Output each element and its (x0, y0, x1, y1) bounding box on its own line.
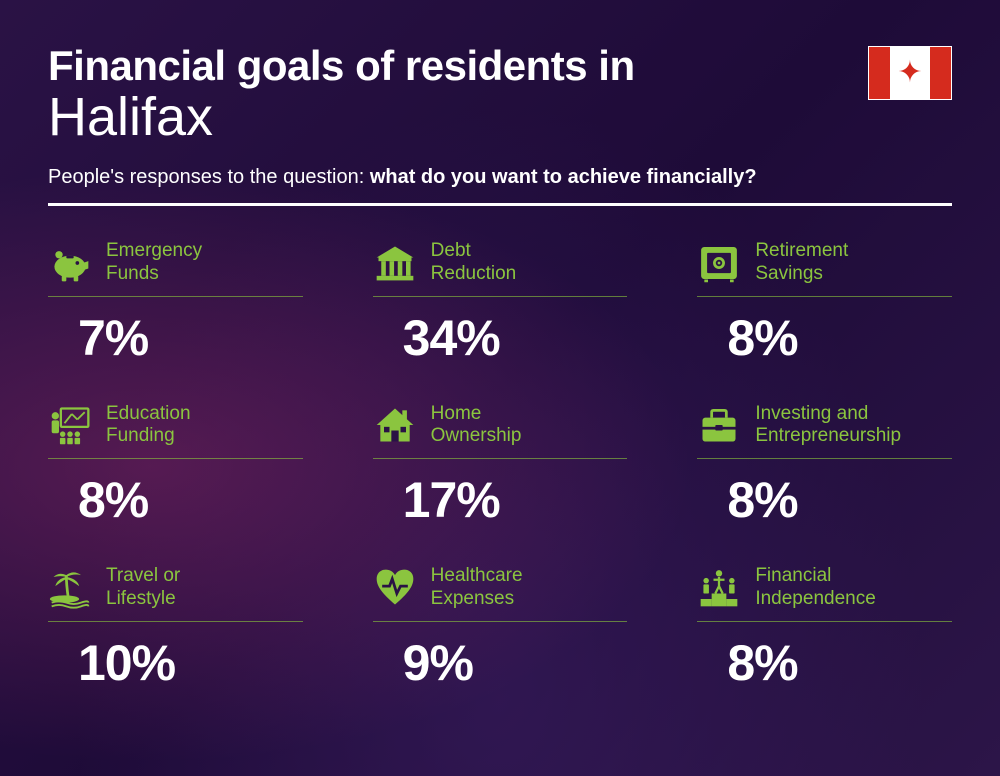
stat-healthcare-expenses: HealthcareExpenses 9% (373, 565, 628, 692)
subtitle: People's responses to the question: what… (48, 166, 952, 189)
stat-value: 8% (697, 471, 952, 529)
subtitle-prefix: People's responses to the question: (48, 166, 370, 188)
stat-financial-independence: FinancialIndependence 8% (697, 565, 952, 692)
stat-travel-lifestyle: Travel orLifestyle 10% (48, 565, 303, 692)
stat-value: 8% (48, 471, 303, 529)
house-icon (373, 403, 417, 447)
bank-icon (373, 241, 417, 285)
stat-label: EducationFunding (106, 403, 191, 449)
podium-icon (697, 566, 741, 610)
presentation-icon (48, 403, 92, 447)
stat-label: FinancialIndependence (755, 565, 875, 611)
stat-value: 17% (373, 471, 628, 529)
heart-pulse-icon (373, 566, 417, 610)
stat-retirement-savings: RetirementSavings 8% (697, 240, 952, 367)
title-line-1: Financial goals of residents in (48, 42, 952, 90)
briefcase-icon (697, 403, 741, 447)
stat-investing-entrepreneurship: Investing andEntrepreneurship 8% (697, 403, 952, 530)
title-line-2: Halifax (48, 86, 952, 148)
stat-emergency-funds: EmergencyFunds 7% (48, 240, 303, 367)
stat-home-ownership: HomeOwnership 17% (373, 403, 628, 530)
stat-label: HomeOwnership (431, 403, 522, 449)
stat-value: 9% (373, 634, 628, 692)
stat-label: HealthcareExpenses (431, 565, 523, 611)
stat-value: 8% (697, 309, 952, 367)
canada-flag-icon: ✦ (868, 46, 952, 100)
stat-education-funding: EducationFunding 8% (48, 403, 303, 530)
safe-icon (697, 241, 741, 285)
stat-value: 10% (48, 634, 303, 692)
stat-debt-reduction: DebtReduction 34% (373, 240, 628, 367)
stat-label: RetirementSavings (755, 240, 848, 286)
stat-label: DebtReduction (431, 240, 517, 286)
piggy-bank-icon (48, 241, 92, 285)
stat-label: Travel orLifestyle (106, 565, 180, 611)
stat-value: 7% (48, 309, 303, 367)
stat-value: 34% (373, 309, 628, 367)
stat-label: EmergencyFunds (106, 240, 202, 286)
stat-label: Investing andEntrepreneurship (755, 403, 901, 449)
header: ✦ Financial goals of residents in Halifa… (48, 42, 952, 206)
subtitle-bold: what do you want to achieve financially? (370, 166, 757, 188)
palm-icon (48, 566, 92, 610)
stat-value: 8% (697, 634, 952, 692)
stats-grid: EmergencyFunds 7% DebtReduction 34% Reti… (48, 240, 952, 692)
divider (48, 203, 952, 206)
